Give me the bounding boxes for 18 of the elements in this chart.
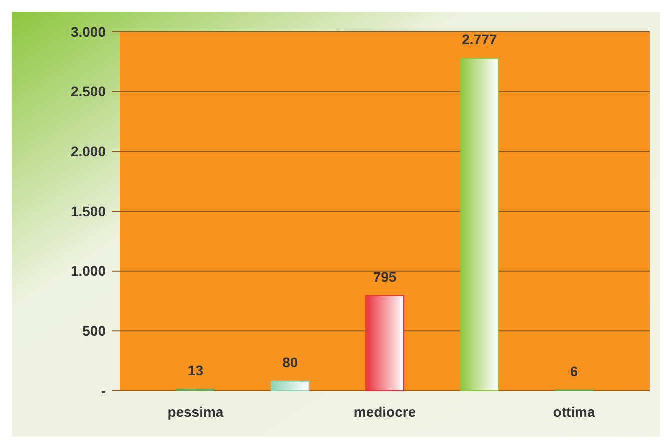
- x-tick-label: ottima: [553, 404, 596, 420]
- data-label: 6: [570, 363, 578, 380]
- data-label: 13: [188, 362, 204, 378]
- y-tick-label: 2.500: [70, 84, 106, 100]
- y-tick-label: 3.000: [70, 24, 106, 40]
- data-label: 2.777: [462, 32, 498, 48]
- bar: [460, 58, 500, 392]
- y-tick-label: 2.000: [70, 144, 106, 160]
- data-label: 795: [373, 268, 397, 285]
- x-tick-label: mediocre: [354, 404, 416, 420]
- y-tick-label: -: [101, 382, 106, 399]
- x-tick-label: pessima: [168, 404, 224, 420]
- y-tick-label: 1.000: [70, 263, 106, 280]
- data-label: 80: [282, 354, 298, 370]
- bar: [270, 380, 310, 392]
- y-tick-label: 1.500: [70, 203, 106, 220]
- y-tick-label: 500: [82, 323, 106, 340]
- bar: [366, 295, 404, 392]
